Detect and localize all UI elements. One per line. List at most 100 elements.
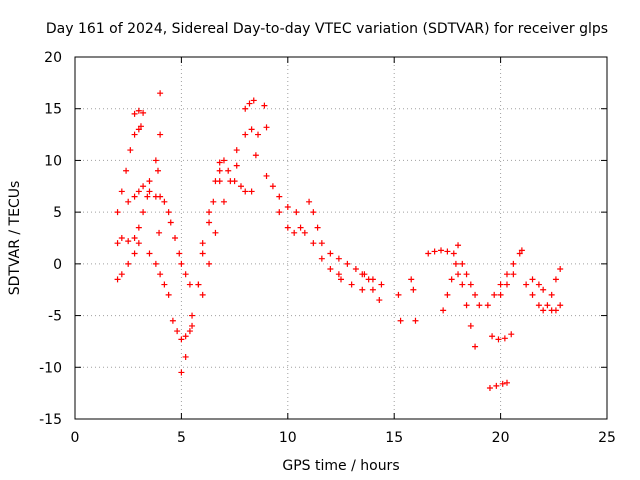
series-arc30 [489, 331, 515, 343]
data-point [216, 167, 223, 174]
data-point [131, 235, 138, 241]
data-point [448, 276, 455, 283]
data-point [463, 302, 470, 309]
data-point [118, 271, 125, 278]
data-point [248, 188, 255, 195]
data-point [557, 302, 564, 309]
y-tick-label: 5 [53, 205, 62, 221]
data-point [472, 343, 479, 350]
data-point [233, 147, 240, 154]
data-point [263, 172, 270, 179]
data-point [114, 240, 121, 247]
data-point [467, 322, 474, 329]
data-point [318, 255, 325, 262]
data-point [440, 307, 447, 314]
data-point [189, 312, 196, 319]
data-point [216, 178, 223, 185]
data-point [518, 247, 525, 254]
x-tick-label: 0 [71, 430, 80, 446]
data-point [156, 229, 163, 236]
data-point [397, 317, 404, 324]
data-point [535, 302, 542, 309]
data-point [535, 281, 542, 288]
data-point [135, 188, 142, 195]
data-point [172, 235, 179, 241]
x-tick-label: 25 [598, 430, 616, 446]
data-point [552, 307, 559, 314]
data-point [359, 271, 366, 278]
data-point [182, 353, 189, 360]
data-point [182, 271, 189, 278]
series-arc6 [146, 188, 172, 216]
data-point [231, 178, 238, 185]
data-point [499, 380, 506, 387]
data-point [131, 110, 138, 117]
data-point [503, 271, 510, 278]
data-point [276, 193, 283, 200]
data-point [293, 209, 300, 216]
series-arc4 [125, 131, 164, 205]
data-point [348, 281, 355, 288]
data-point [327, 250, 334, 257]
data-point [491, 291, 498, 298]
data-point [174, 328, 181, 335]
y-tick-label: -5 [48, 309, 62, 325]
data-point [178, 260, 185, 267]
data-point [152, 157, 159, 164]
data-point [199, 240, 206, 247]
data-point [501, 335, 508, 342]
data-point [510, 271, 517, 278]
series-arc3 [114, 240, 142, 283]
y-tick-label: 10 [44, 153, 62, 169]
series-arc36 [548, 302, 564, 314]
data-point [467, 281, 474, 288]
data-point [114, 276, 121, 283]
series-arc14 [242, 97, 257, 112]
series-arc2 [114, 193, 151, 247]
data-point [146, 178, 153, 185]
data-point [263, 124, 270, 131]
data-point [250, 97, 257, 104]
x-axis-label: GPS time / hours [282, 458, 399, 474]
series-arc9 [169, 317, 193, 343]
data-point [444, 248, 451, 255]
data-point [140, 209, 147, 216]
data-point [503, 379, 510, 386]
data-point [540, 286, 547, 293]
data-point [220, 198, 227, 205]
data-point [365, 276, 372, 283]
series-outliers [154, 90, 462, 249]
data-point [248, 126, 255, 133]
data-point [157, 90, 164, 97]
data-point [210, 198, 217, 205]
data-point [376, 297, 383, 304]
data-point [476, 302, 483, 309]
data-point [206, 209, 213, 216]
data-point [186, 281, 193, 288]
data-point [493, 382, 500, 389]
data-point [516, 250, 523, 257]
data-point [540, 307, 547, 314]
data-point [369, 286, 376, 293]
data-point [472, 291, 479, 298]
data-point [455, 271, 462, 278]
series-arc32 [497, 247, 525, 298]
data-point [484, 302, 491, 309]
data-point [123, 167, 130, 174]
data-point [118, 188, 125, 195]
series-arc8 [167, 219, 193, 288]
data-point [176, 250, 183, 257]
data-point [131, 193, 138, 200]
data-point [306, 198, 313, 205]
x-tick-label: 15 [385, 430, 403, 446]
data-point [154, 167, 161, 174]
series-arc19 [301, 229, 342, 278]
series-arc24 [408, 276, 419, 324]
data-point [233, 162, 240, 169]
series-arc20 [327, 250, 385, 288]
series-arc15 [231, 178, 255, 195]
data-point [378, 281, 385, 288]
series-arc18 [306, 198, 325, 247]
data-point [146, 188, 153, 195]
data-point [335, 255, 342, 262]
